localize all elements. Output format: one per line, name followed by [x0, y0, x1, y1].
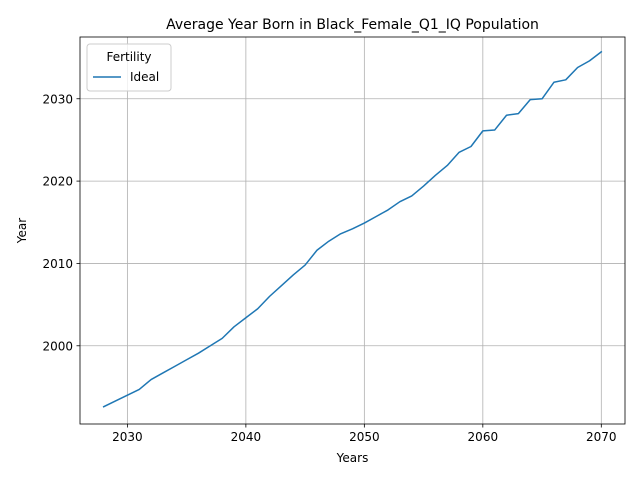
x-tick-label: 2030	[112, 430, 143, 444]
legend-label-ideal: Ideal	[130, 70, 159, 84]
y-tick-label: 2030	[42, 92, 73, 106]
x-tick-label: 2070	[586, 430, 617, 444]
grid	[80, 37, 625, 424]
chart-title: Average Year Born in Black_Female_Q1_IQ …	[166, 17, 539, 33]
legend: Fertility Ideal	[86, 43, 172, 92]
series-layer	[102, 50, 603, 408]
y-tick-label: 2000	[42, 339, 73, 353]
legend-box	[86, 43, 172, 92]
x-tick-label: 2040	[231, 430, 262, 444]
ticks: 2030 2040 2050 2060 2070 2000 2010 2020 2030	[42, 92, 616, 444]
legend-title: Fertility	[106, 50, 151, 64]
x-tick-label: 2060	[468, 430, 499, 444]
y-axis-label: Year	[15, 218, 29, 244]
y-tick-label: 2020	[42, 175, 73, 189]
x-axis-label: Years	[336, 451, 369, 465]
y-tick-label: 2010	[42, 257, 73, 271]
plot-frame	[79, 36, 626, 425]
x-tick-label: 2050	[349, 430, 380, 444]
series-line-ideal	[102, 50, 603, 408]
